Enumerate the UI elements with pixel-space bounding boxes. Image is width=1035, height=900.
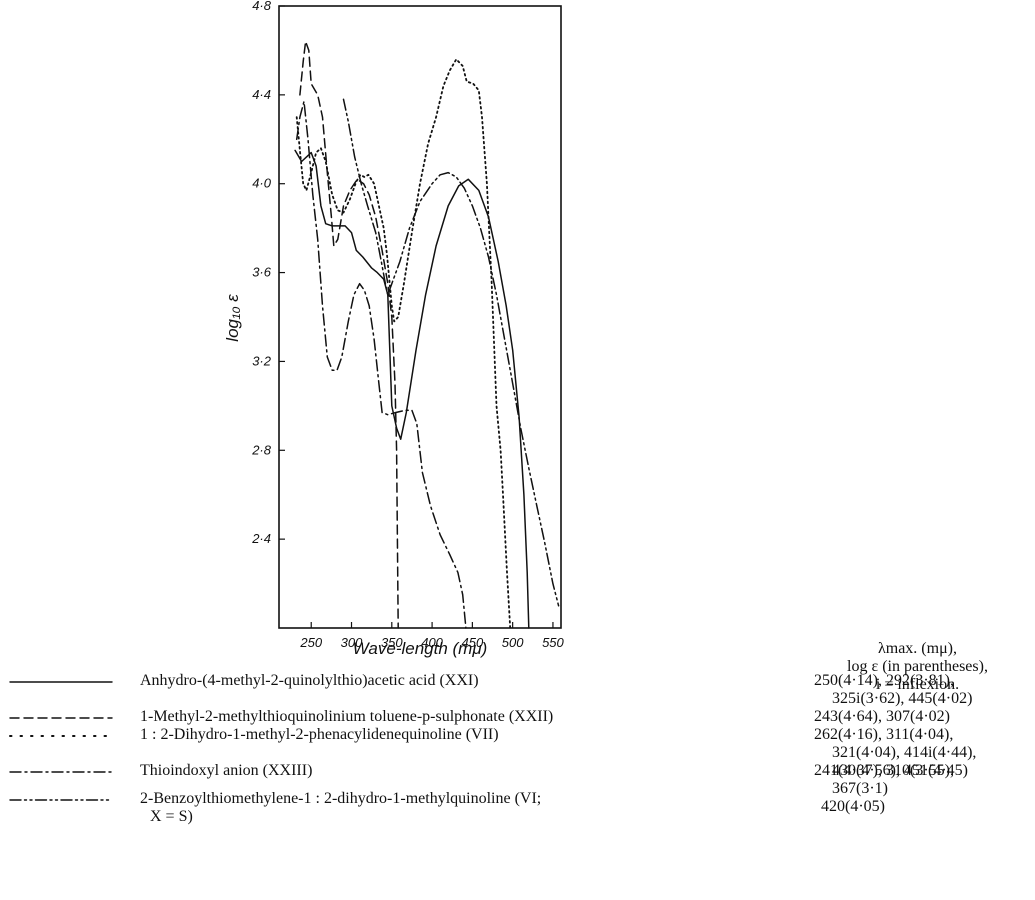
x-tick-label: 300 — [341, 635, 363, 650]
axis-ticks: 250 300 350 400 450 500 550 2·4 2·8 3·2 3·6 4·0 4·4 4… — [251, 0, 564, 650]
legend-label: 2-Benzoylthiomethylene-1 : 2-dihydro-1-m… — [140, 790, 542, 807]
x-tick-label: 400 — [421, 635, 443, 650]
legend-item: 2-Benzoylthiomethylene-1 : 2-dihydro-1-m… — [0, 790, 800, 826]
lambda-value-line: 420(4·05) — [821, 798, 885, 815]
lambda-value-line: 325i(3·62), 445(4·02) — [832, 690, 973, 707]
lambda-value-line: 241(4·37), 310(3·55), — [814, 762, 954, 779]
y-tick-label: 2·8 — [251, 442, 272, 457]
lambda-value-line: 430(4·56), 451(4·45) — [832, 762, 968, 779]
series-line-3 — [295, 58, 512, 629]
y-tick-label: 4·8 — [252, 0, 272, 13]
legend-swatch — [9, 717, 113, 719]
legend-swatch — [9, 681, 113, 683]
legend-label-continued: X = S) — [150, 808, 193, 825]
lambda-value-line: 321(4·04), 414i(4·44), — [832, 744, 977, 761]
lambda-header-line3: i = inflexion. — [875, 676, 960, 693]
legend-item: Thioindoxyl anion (XXIII) — [0, 762, 800, 798]
legend-label: Anhydro-(4-methyl-2-quinolylthio)acetic … — [140, 672, 479, 689]
x-tick-label: 250 — [299, 635, 322, 650]
x-tick-label: 450 — [462, 635, 484, 650]
legend-label: Thioindoxyl anion (XXIII) — [140, 762, 313, 779]
lambda-value-line: 262(4·16), 311(4·04), — [814, 726, 954, 743]
lambda-header-line2: log ε (in parentheses), — [847, 658, 988, 675]
series-line-2 — [299, 40, 399, 629]
y-axis-title: log₁₀ ε — [223, 294, 242, 342]
y-tick-label: 3·2 — [252, 353, 272, 368]
legend-swatch — [9, 771, 113, 773]
x-axis-title: Wave-length (mμ) — [353, 639, 488, 658]
lambda-value-line: 367(3·1) — [832, 780, 888, 797]
x-tick-label: 500 — [502, 635, 524, 650]
legend-label: 1-Methyl-2-methylthioquinolinium toluene… — [140, 708, 554, 725]
series-line-1 — [294, 149, 530, 629]
lambda-max-header: λmax. (mμ), log ε (in parentheses), i = … — [800, 640, 1035, 694]
series-line-5 — [342, 98, 560, 607]
legend-swatch — [9, 799, 113, 801]
series-lines — [294, 40, 560, 629]
series-line-4 — [295, 100, 467, 629]
lambda-value-line: 250(4·14), 292(3·81), — [814, 672, 954, 689]
y-tick-label: 3·6 — [252, 265, 272, 280]
legend-item: 1 : 2-Dihydro-1-methyl-2-phenacylidenequ… — [0, 726, 800, 762]
lambda-value-line: 243(4·64), 307(4·02) — [814, 708, 950, 725]
lambda-header-line1: λmax. (mμ), — [878, 640, 957, 657]
legend-item: 1-Methyl-2-methylthioquinolinium toluene… — [0, 708, 800, 744]
legend-label: 1 : 2-Dihydro-1-methyl-2-phenacylidenequ… — [140, 726, 499, 743]
y-tick-label: 4·4 — [252, 87, 271, 102]
x-tick-label: 350 — [381, 635, 403, 650]
x-tick-label: 550 — [542, 635, 564, 650]
plot-frame — [278, 5, 562, 629]
legend-swatch — [9, 735, 113, 737]
y-tick-label: 4·0 — [252, 176, 272, 191]
y-tick-label: 2·4 — [251, 531, 271, 546]
legend-item: Anhydro-(4-methyl-2-quinolylthio)acetic … — [0, 672, 800, 708]
